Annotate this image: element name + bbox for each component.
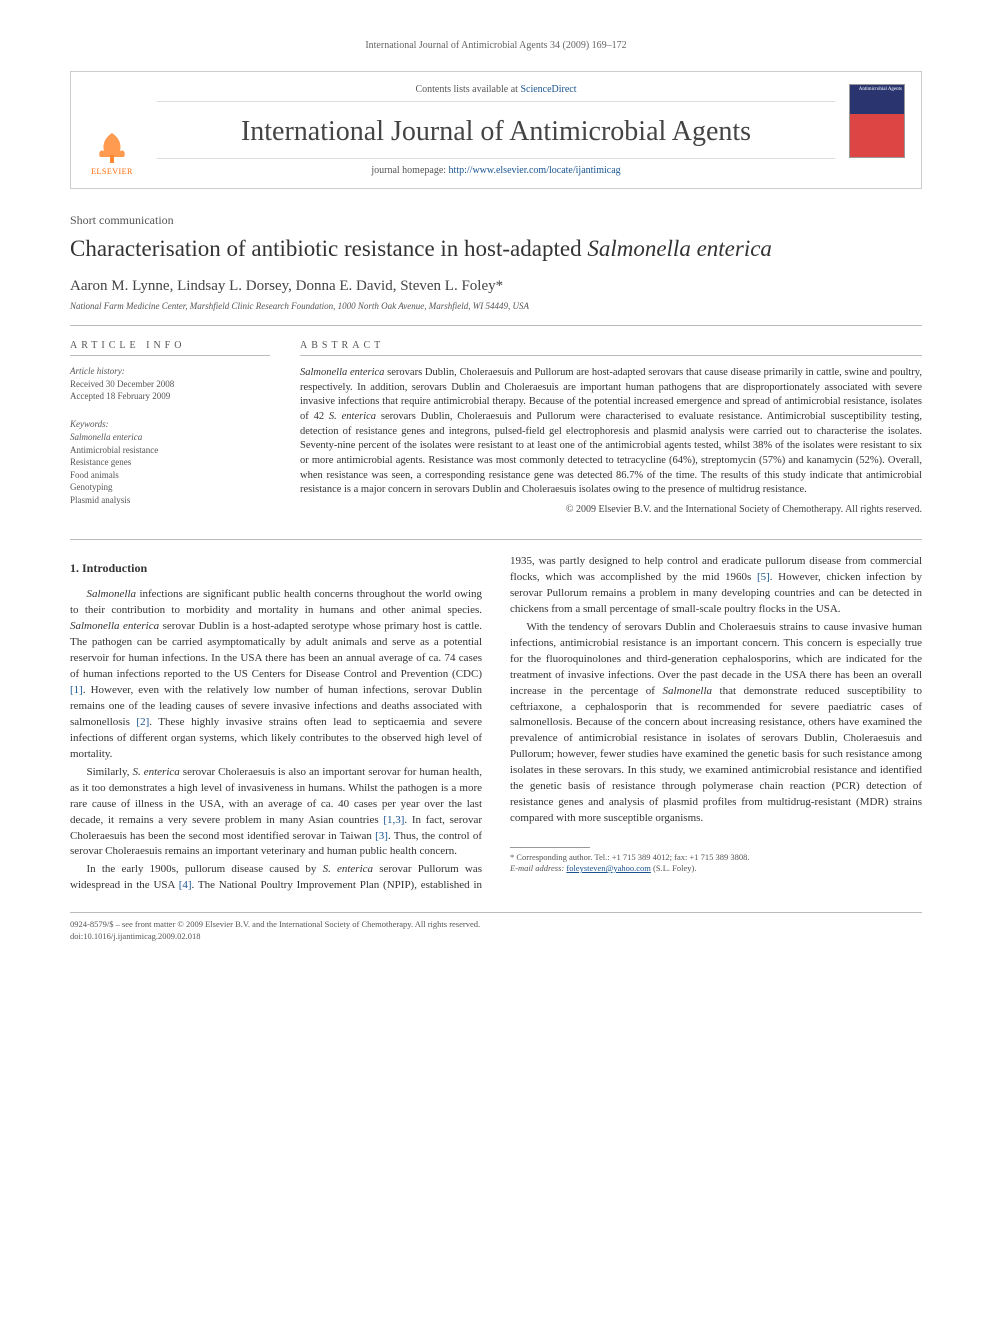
email-link[interactable]: foleysteven@yahoo.com: [566, 863, 651, 873]
divider: [70, 325, 922, 326]
sciencedirect-link[interactable]: ScienceDirect: [520, 84, 576, 95]
keywords-label: Keywords:: [70, 419, 270, 429]
publisher-logo-text: ELSEVIER: [91, 167, 133, 176]
keyword-item: Genotyping: [70, 481, 270, 494]
history-label: Article history:: [70, 366, 270, 376]
footer-doi: doi:10.1016/j.ijantimicag.2009.02.018: [70, 931, 922, 943]
received-date: Received 30 December 2008: [70, 378, 270, 391]
publisher-logo: ELSEVIER: [87, 121, 137, 176]
homepage-link[interactable]: http://www.elsevier.com/locate/ijantimic…: [449, 165, 621, 176]
page-footer: 0924-8579/$ – see front matter © 2009 El…: [70, 912, 922, 943]
elsevier-tree-icon: [92, 127, 132, 167]
accepted-date: Accepted 18 February 2009: [70, 390, 270, 403]
title-text: Characterisation of antibiotic resistanc…: [70, 236, 587, 261]
contents-line: Contents lists available at ScienceDirec…: [157, 84, 835, 102]
footer-copyright: 0924-8579/$ – see front matter © 2009 El…: [70, 919, 922, 931]
email-label: E-mail address:: [510, 863, 566, 873]
journal-masthead: ELSEVIER Antimicrobial Agents Contents l…: [70, 71, 922, 189]
abstract-heading: ABSTRACT: [300, 340, 922, 356]
homepage-label: journal homepage:: [371, 165, 448, 176]
journal-cover-thumbnail: Antimicrobial Agents: [849, 84, 905, 158]
keyword-item: Antimicrobial resistance: [70, 444, 270, 457]
cover-label: Antimicrobial Agents: [850, 85, 904, 94]
divider: [70, 539, 922, 540]
keyword-item: Food animals: [70, 469, 270, 482]
journal-homepage-line: journal homepage: http://www.elsevier.co…: [157, 158, 835, 176]
corresponding-author-footnote: * Corresponding author. Tel.: +1 715 389…: [510, 852, 922, 874]
article-type: Short communication: [70, 213, 922, 228]
keyword-item: Resistance genes: [70, 456, 270, 469]
footnote-corr: * Corresponding author. Tel.: +1 715 389…: [510, 852, 922, 863]
keyword-item: Salmonella enterica: [70, 431, 270, 444]
section-heading-introduction: 1. Introduction: [70, 560, 482, 577]
running-header: International Journal of Antimicrobial A…: [70, 40, 922, 51]
body-paragraph: Salmonella infections are significant pu…: [70, 587, 482, 762]
title-species: Salmonella enterica: [587, 236, 772, 261]
abstract-copyright: © 2009 Elsevier B.V. and the Internation…: [300, 504, 922, 515]
body-paragraph: With the tendency of serovars Dublin and…: [510, 620, 922, 827]
abstract-panel: ABSTRACT Salmonella enterica serovars Du…: [300, 340, 922, 515]
footnote-rule: [510, 847, 590, 848]
abstract-text: Salmonella enterica serovars Dublin, Cho…: [300, 366, 922, 498]
affiliation: National Farm Medicine Center, Marshfiel…: [70, 301, 922, 311]
body-paragraph: Similarly, S. enterica serovar Choleraes…: [70, 765, 482, 861]
info-abstract-row: ARTICLE INFO Article history: Received 3…: [70, 340, 922, 515]
email-name: (S.L. Foley).: [651, 863, 697, 873]
article-info-panel: ARTICLE INFO Article history: Received 3…: [70, 340, 270, 515]
article-info-heading: ARTICLE INFO: [70, 340, 270, 356]
keyword-item: Plasmid analysis: [70, 494, 270, 507]
footnote-email-line: E-mail address: foleysteven@yahoo.com (S…: [510, 863, 922, 874]
contents-text: Contents lists available at: [415, 84, 520, 95]
article-title: Characterisation of antibiotic resistanc…: [70, 234, 922, 264]
authors-line: Aaron M. Lynne, Lindsay L. Dorsey, Donna…: [70, 278, 922, 295]
article-body: 1. Introduction Salmonella infections ar…: [70, 554, 922, 894]
journal-title: International Journal of Antimicrobial A…: [87, 116, 905, 148]
